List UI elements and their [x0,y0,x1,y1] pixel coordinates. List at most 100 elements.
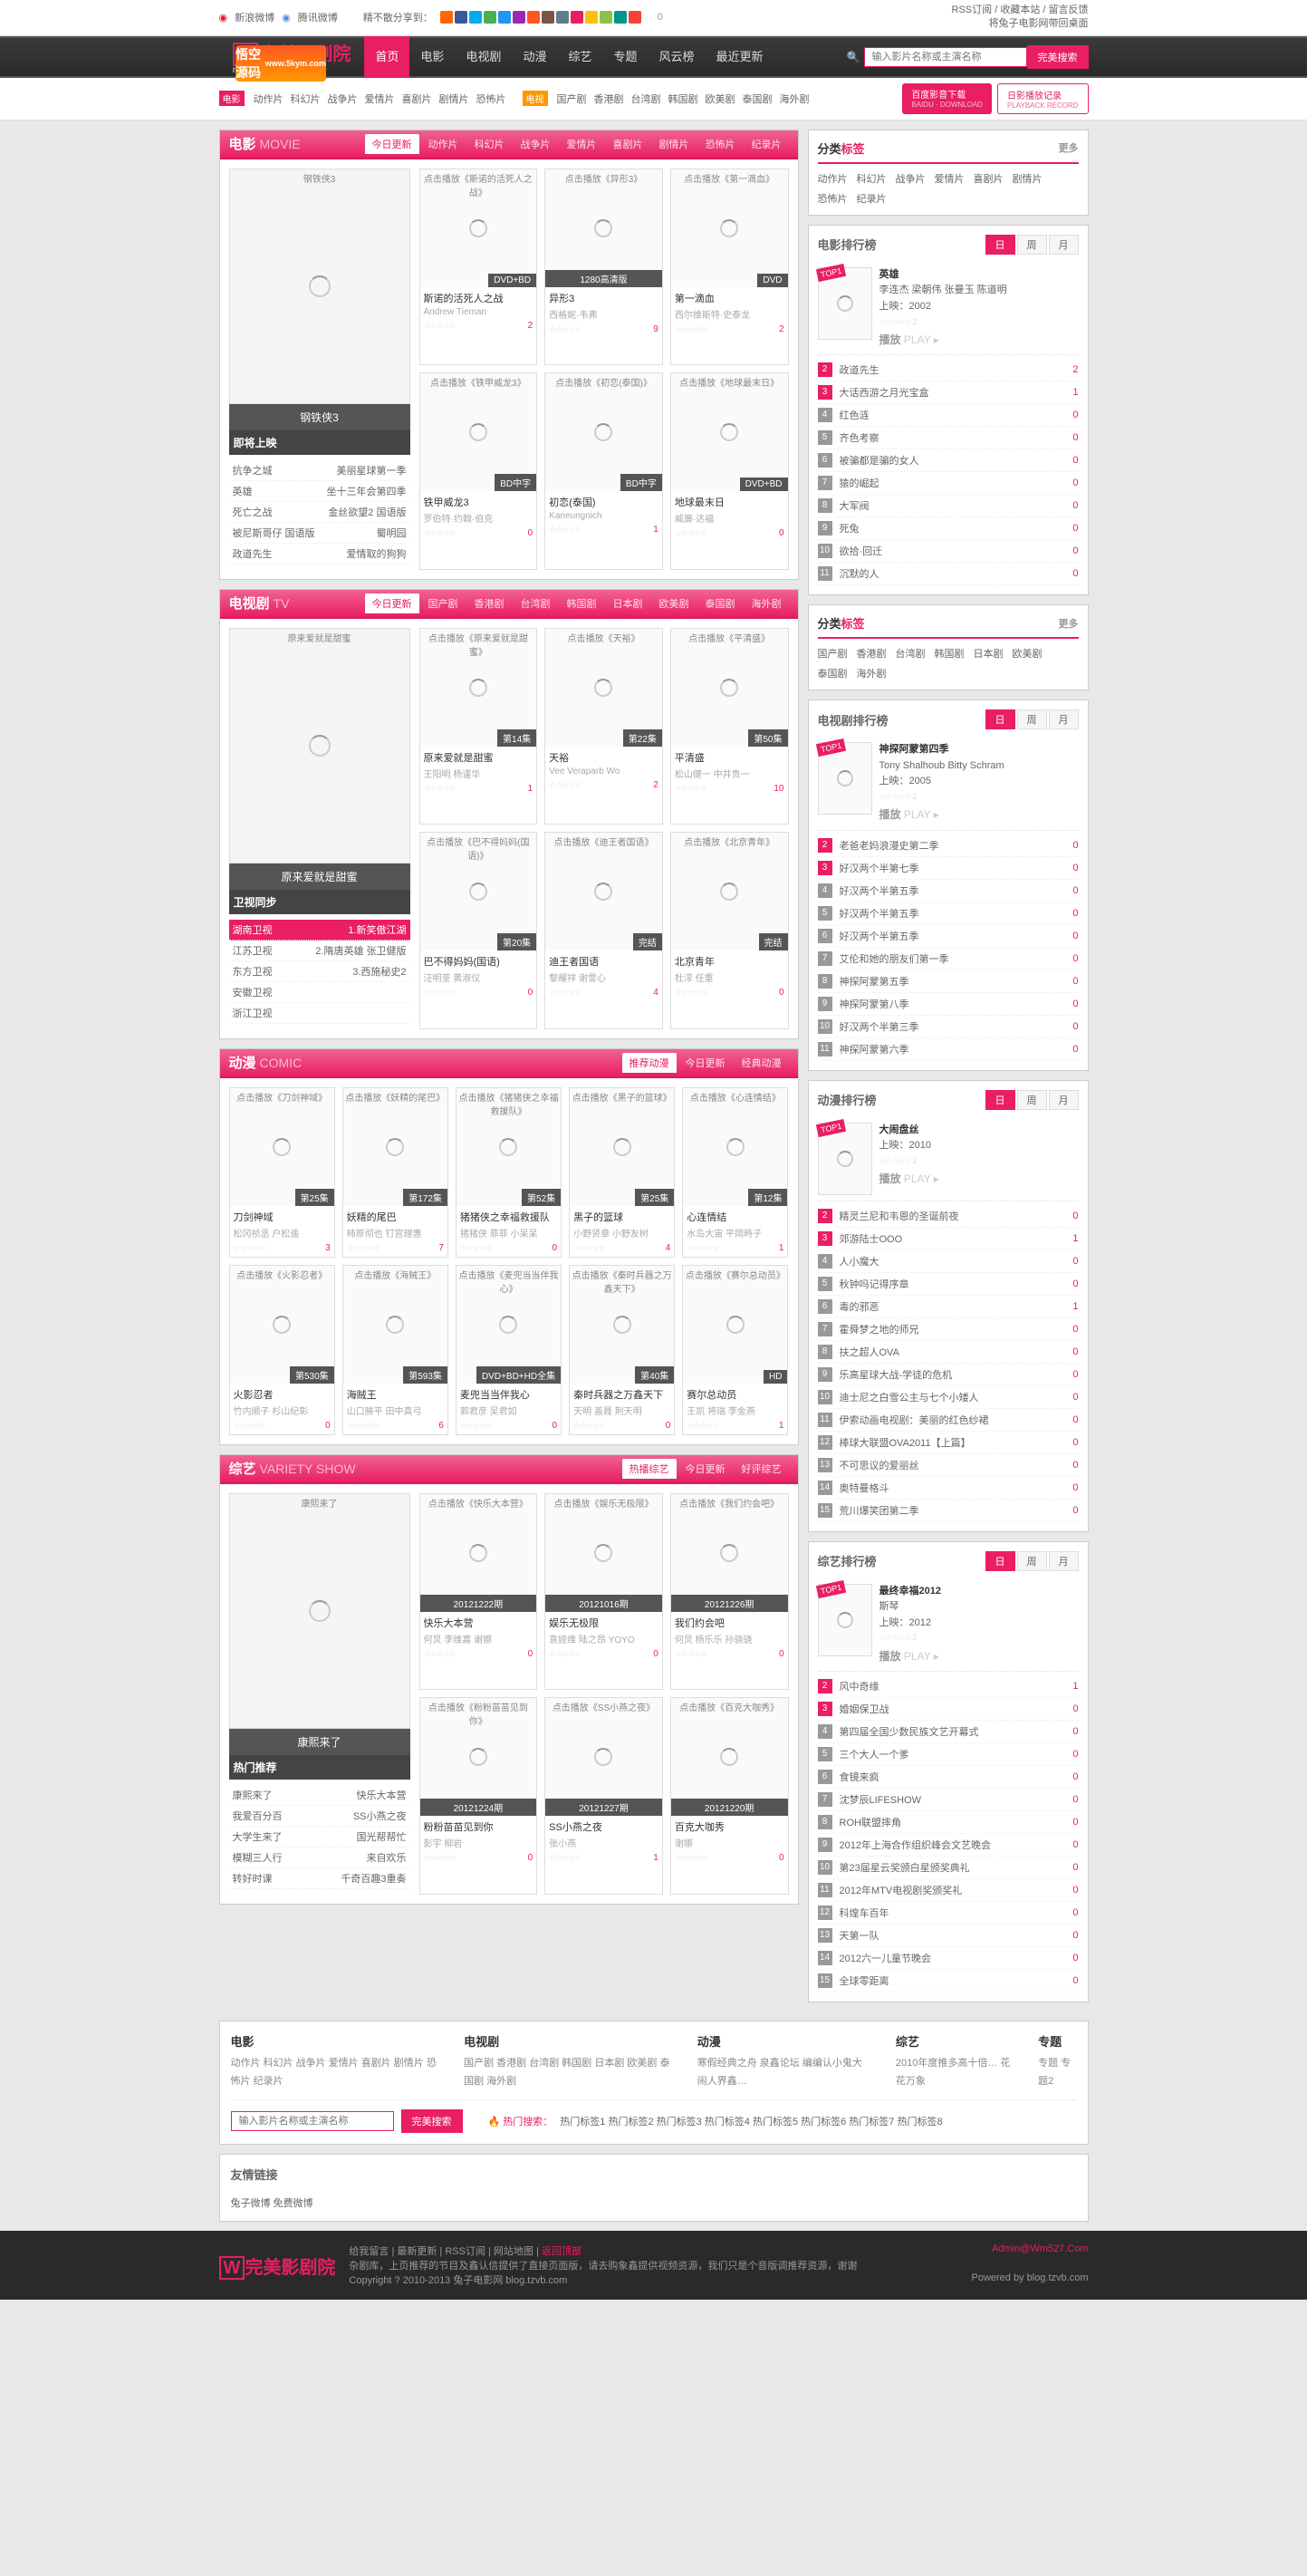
footer-cat-tags[interactable]: 动作片 科幻片 战争片 爱情片 喜剧片 剧情片 恐怖片 纪录片 [231,2055,437,2091]
section-tab[interactable]: 今日更新 [678,1459,733,1479]
rank-tab[interactable]: 日 [985,235,1015,255]
sina-weibo-link[interactable]: 新浪微博 [235,10,274,24]
media-card[interactable]: 点击播放《黑子的篮球》第25集黑子的篮球小野贤章 小野友树☆☆☆☆☆4 [569,1087,675,1258]
subnav-link[interactable]: 海外剧 [780,94,810,105]
footer-search-button[interactable]: 完美搜索 [401,2109,463,2133]
rank-row[interactable]: 15全球零距离0 [818,1970,1079,1992]
footer-cat-tags[interactable]: 2010年度推多高十倍… 花花万象 [896,2055,1011,2091]
rank-row[interactable]: 5好汉两个半第五季0 [818,902,1079,925]
media-card[interactable]: 点击播放《心连情结》第12集心连情结水岛大宙 平岡時子☆☆☆☆☆1 [682,1087,788,1258]
media-card[interactable]: 点击播放《我们约会吧》20121226期我们约会吧何炅 杨乐乐 孙骁骁☆☆☆☆☆… [670,1493,789,1691]
rank-row[interactable]: 14奥特曼格斗0 [818,1477,1079,1500]
tag-link[interactable]: 台湾剧 [896,646,926,661]
section-tab[interactable]: 海外剧 [745,593,789,613]
rank-row[interactable]: 5齐色考察0 [818,427,1079,449]
subnav-link[interactable]: 国产剧 [557,94,587,105]
footer-cat-tags[interactable]: 专题 专题2 [1038,2055,1076,2091]
nav-item[interactable]: 最近更新 [706,36,774,78]
media-card[interactable]: 点击播放《妖精的尾巴》第172集妖精的尾巴柿原彻也 钉宫理惠☆☆☆☆☆7 [342,1087,448,1258]
rank-row[interactable]: 15荒川爆笑团第二季0 [818,1500,1079,1522]
rank-row[interactable]: 9神探阿蒙第八季0 [818,993,1079,1016]
media-card[interactable]: 点击播放《快乐大本营》20121222期快乐大本营何炅 李维嘉 谢娜☆☆☆☆☆0 [419,1493,538,1691]
feature-list-row[interactable]: 被尼斯哥仔 国语版蜀明园 [229,523,410,544]
rank-row[interactable]: 2老爸老妈浪漫史第二季0 [818,835,1079,857]
feature-list-row[interactable]: 浙江卫视 [229,1003,410,1024]
share-icon[interactable] [542,11,554,24]
feature-list-row[interactable]: 东方卫视3.西施秘史2 [229,961,410,982]
rank-row[interactable]: 8扶之超人OVA0 [818,1341,1079,1364]
feature-list-row[interactable]: 安徽卫视 [229,982,410,1003]
tag-link[interactable]: 爱情片 [935,171,965,186]
more-link[interactable]: 更多 [1059,140,1079,155]
share-icon[interactable] [469,11,482,24]
rank-row[interactable]: 13不可思议的爱丽丝0 [818,1454,1079,1477]
media-card[interactable]: 点击播放《秦时兵器之万鑫天下》第40集秦时兵器之万鑫天下天明 盖聂 荆天明☆☆☆… [569,1265,675,1435]
rank-row[interactable]: 9乐高星球大战-学徒的危机0 [818,1364,1079,1386]
rank-tab[interactable]: 日 [985,709,1015,729]
media-card[interactable]: 点击播放《麦兜当当伴我心》DVD+BD+HD全集麦兜当当伴我心郭君彦 吴君如☆☆… [456,1265,562,1435]
section-tab[interactable]: 爱情片 [560,134,604,154]
share-icon[interactable] [556,11,569,24]
subnav-link[interactable]: 动作片 [254,94,284,105]
tag-link[interactable]: 香港剧 [857,646,887,661]
rank-row[interactable]: 4红色涟0 [818,404,1079,427]
subnav-link[interactable]: 韩国剧 [668,94,698,105]
rank-row[interactable]: 6被骗都是骗的女人0 [818,449,1079,472]
share-icons[interactable] [440,11,641,24]
subnav-link[interactable]: 恐怖片 [476,94,506,105]
rank-row[interactable]: 2风中奇缘1 [818,1675,1079,1698]
feature-list-row[interactable]: 模糊三人行来自欢乐 [229,1848,410,1868]
nav-item[interactable]: 电视剧 [455,36,512,78]
feature-image[interactable]: 原来爱就是甜蜜 [229,628,410,863]
section-tab[interactable]: 战争片 [514,134,558,154]
topbar-link[interactable]: 留言反馈 [1049,5,1089,15]
media-card[interactable]: 点击播放《地球最末日》DVD+BD地球最末日威廉·达福☆☆☆☆☆0 [670,372,789,570]
rank-row[interactable]: 11伊索动画电视剧：美丽的红色纱裙0 [818,1409,1079,1432]
nav-item[interactable]: 动漫 [512,36,557,78]
feature-list-row[interactable]: 江苏卫视2.隋唐英雄 张卫健版 [229,941,410,961]
subnav-link[interactable]: 泰国剧 [743,94,773,105]
section-tab[interactable]: 推荐动漫 [622,1053,677,1073]
tag-link[interactable]: 国产剧 [818,646,848,661]
rank-row[interactable]: 2精灵兰尼和韦恩的圣诞前夜0 [818,1205,1079,1228]
nav-item[interactable]: 专题 [602,36,648,78]
nav-item[interactable]: 综艺 [557,36,602,78]
tag-link[interactable]: 喜剧片 [974,171,1004,186]
share-icon[interactable] [571,11,583,24]
subnav-link[interactable]: 爱情片 [365,94,395,105]
rank-row[interactable]: 7艾伦和她的朋友们第一季0 [818,948,1079,970]
section-tab[interactable]: 恐怖片 [698,134,743,154]
tag-link[interactable]: 动作片 [818,171,848,186]
media-card[interactable]: 点击播放《第一滴血》DVD第一滴血西尔维斯特·史泰龙☆☆☆☆☆2 [670,169,789,366]
media-card[interactable]: 点击播放《斯诺的活死人之战》DVD+BD斯诺的活死人之战Andrew Tiema… [419,169,538,366]
rank-tab[interactable]: 日 [985,1551,1015,1571]
nav-item[interactable]: 电影 [409,36,455,78]
section-tab[interactable]: 剧情片 [652,134,697,154]
share-icon[interactable] [600,11,612,24]
feature-list-row[interactable]: 转好时课千奇百趣3重奏 [229,1868,410,1889]
rank-row[interactable]: 112012年MTV电视剧奖颁奖礼0 [818,1879,1079,1902]
nav-item[interactable]: 首页 [364,36,409,78]
rank-row[interactable]: 5秋钟吗记得序章0 [818,1273,1079,1296]
rank-row[interactable]: 7沈梦辰LIFESHOW0 [818,1789,1079,1811]
rank-top-item[interactable]: TOP1英雄李连杰 梁朝伟 张曼玉 陈道明上映：2002☆☆☆☆☆ 2播放 PL… [818,262,1079,355]
media-card[interactable]: 点击播放《迪王者国语》完结迪王者国语黎耀祥 谢雪心☆☆☆☆☆4 [544,832,663,1029]
rank-row[interactable]: 6毒的邪恶1 [818,1296,1079,1318]
section-tab[interactable]: 台湾剧 [514,593,558,613]
rank-row[interactable]: 10欲拾·回迁0 [818,540,1079,563]
subnav-link[interactable]: 香港剧 [594,94,624,105]
section-tab[interactable]: 国产剧 [421,593,466,613]
rank-tab[interactable]: 周 [1017,1551,1047,1571]
playback-record-btn[interactable]: 日影播放记录PLAYBACK RECORD [997,83,1089,114]
media-card[interactable]: 点击播放《赛尔总动员》HD赛尔总动员王凯 将瑞 李金燕☆☆☆☆☆1 [682,1265,788,1435]
section-tab[interactable]: 纪录片 [745,134,789,154]
share-icon[interactable] [513,11,525,24]
rank-row[interactable]: 12科煌车百年0 [818,1902,1079,1925]
section-tab[interactable]: 好评综艺 [735,1459,789,1479]
feature-list-row[interactable]: 英雄坐十三年会第四季 [229,481,410,502]
rank-tab[interactable]: 月 [1049,1551,1079,1571]
share-icon[interactable] [440,11,453,24]
tag-link[interactable]: 欧美剧 [1013,646,1043,661]
rank-row[interactable]: 11神探阿蒙第六季0 [818,1038,1079,1061]
media-card[interactable]: 点击播放《娱乐无极限》20121016期娱乐无极限袁娅维 陆之昂 YOYO☆☆☆… [544,1493,663,1691]
